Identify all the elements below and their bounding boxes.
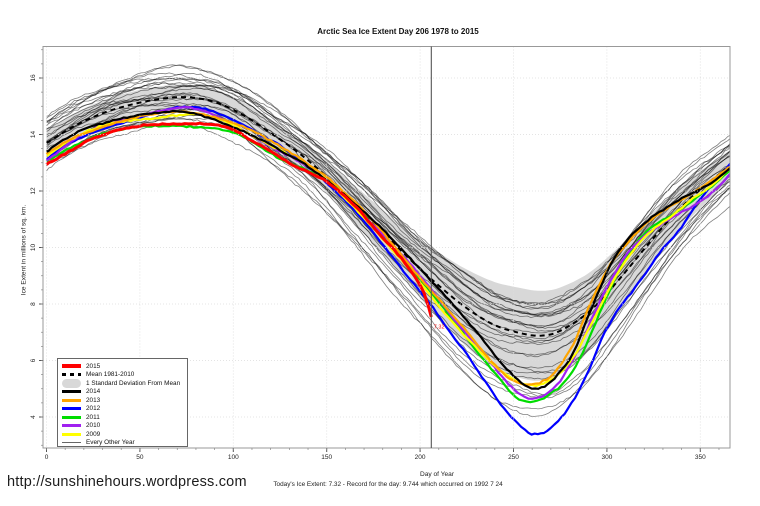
x-tick-label: 100 <box>228 454 239 461</box>
legend-label: 2009 <box>86 430 101 438</box>
y-tick-label: 6 <box>30 358 37 362</box>
year-line <box>46 84 730 316</box>
legend-swatch <box>62 390 81 394</box>
chart-title: Arctic Sea Ice Extent Day 206 1978 to 20… <box>317 27 479 36</box>
year-line <box>46 113 730 399</box>
legend-item-2014: 2014 <box>62 388 187 397</box>
legend-swatch <box>62 364 81 369</box>
legend-swatch <box>62 398 81 402</box>
current-extent-label: 7.32 <box>434 324 445 330</box>
y-tick-label: 10 <box>30 244 37 252</box>
x-tick-label: 150 <box>321 454 332 461</box>
y-tick-label: 16 <box>30 74 37 82</box>
legend-label: Every Other Year <box>86 439 135 447</box>
site-url-link[interactable]: http://sunshinehours.wordpress.com <box>7 474 247 490</box>
x-tick-label: 250 <box>508 454 519 461</box>
plot-area <box>45 64 730 436</box>
legend-swatch <box>62 432 81 436</box>
legend: 2015 Mean 1981-2010 1 Standard Deviation F… <box>57 358 188 447</box>
y-tick-label: 12 <box>30 187 37 195</box>
legend-swatch <box>62 378 81 388</box>
x-tick-label: 300 <box>601 454 612 461</box>
legend-label: 2013 <box>86 396 101 404</box>
legend-item-2009: 2009 <box>62 430 187 439</box>
y-tick-label: 8 <box>30 302 37 306</box>
legend-swatch <box>62 424 81 428</box>
legend-swatch <box>62 373 81 377</box>
legend-item-2012: 2012 <box>62 405 187 414</box>
legend-label: 2010 <box>86 422 101 430</box>
std-dev-band <box>46 84 730 381</box>
legend-item-2013: 2013 <box>62 396 187 405</box>
stats-annotation: Today's Ice Extent: 7.32 - Record for th… <box>273 481 503 488</box>
legend-item-2015: 2015 <box>62 362 187 371</box>
legend-label: 2014 <box>86 388 101 396</box>
year-line <box>46 77 730 304</box>
legend-label: 2012 <box>86 405 101 413</box>
series-2015 <box>45 121 433 318</box>
legend-item-2010: 2010 <box>62 422 187 431</box>
year-line <box>46 101 730 369</box>
legend-label: 2015 <box>86 362 101 370</box>
legend-label: 2011 <box>86 413 100 421</box>
x-tick-label: 350 <box>695 454 706 461</box>
legend-label: Mean 1981-2010 <box>86 371 135 379</box>
y-tick-label: 4 <box>30 415 37 419</box>
legend-swatch <box>62 442 81 444</box>
year-line <box>46 118 730 410</box>
x-axis-label: Day of Year <box>419 471 455 478</box>
series-2014 <box>46 109 730 390</box>
legend-item-mean-1981-2010: Mean 1981-2010 <box>62 371 187 380</box>
legend-swatch <box>62 415 81 419</box>
year-line <box>46 79 730 309</box>
legend-item-2011: 2011 <box>62 413 187 422</box>
x-tick-label: 0 <box>45 454 49 461</box>
legend-item-every-other-year: Every Other Year <box>62 439 187 448</box>
year-line <box>46 77 730 315</box>
legend-swatch <box>62 407 81 411</box>
x-tick-label: 50 <box>136 454 144 461</box>
legend-label: 1 Standard Deviation From Mean <box>86 379 181 387</box>
x-tick-label: 200 <box>415 454 426 461</box>
y-tick-label: 14 <box>30 131 37 139</box>
legend-item-1-standard-deviation-from-mean: 1 Standard Deviation From Mean <box>62 378 187 388</box>
